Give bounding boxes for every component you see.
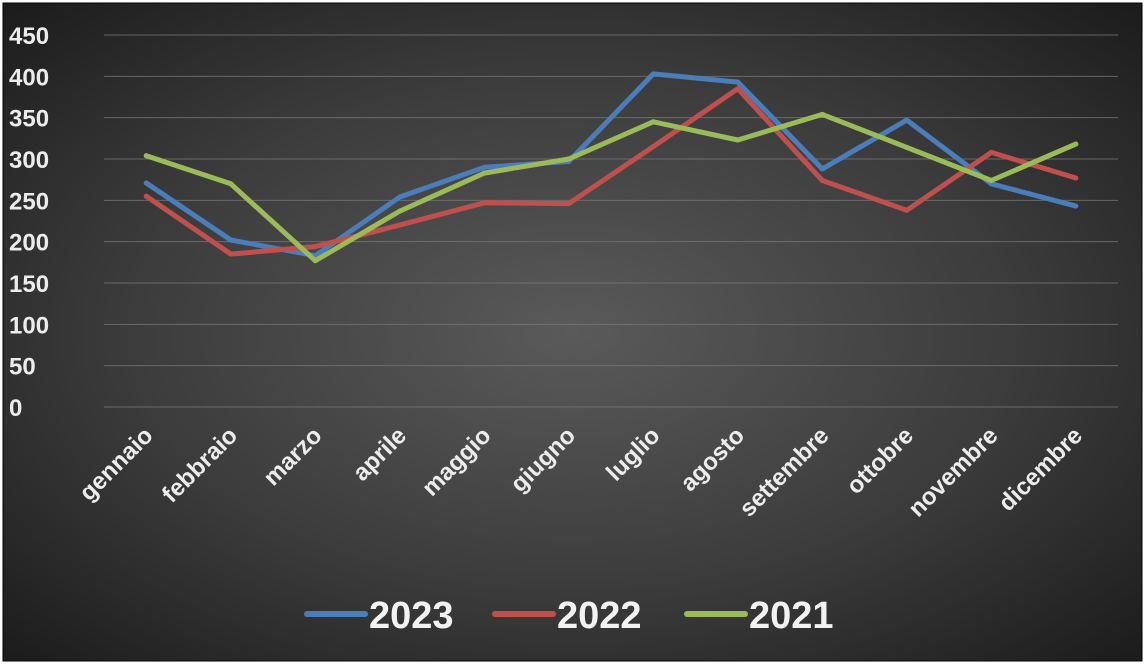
- y-axis-ticks: 0 50 100 150 200 250 300 350 400 450: [9, 23, 49, 422]
- y-tick-label: 400: [9, 64, 49, 91]
- data-point: [904, 207, 910, 213]
- y-tick-label: 300: [9, 147, 49, 174]
- series-line-2023: [143, 71, 1079, 259]
- data-point: [819, 111, 825, 117]
- data-point: [650, 144, 656, 150]
- y-tick-label: 450: [9, 23, 49, 50]
- data-point: [566, 156, 572, 162]
- data-point: [481, 200, 487, 206]
- data-point: [312, 258, 318, 264]
- y-tick-label: 350: [9, 106, 49, 133]
- legend-label: 2022: [557, 595, 642, 637]
- legend-label: 2021: [749, 595, 834, 637]
- data-point: [650, 71, 656, 77]
- data-point: [904, 117, 910, 123]
- y-tick-label: 200: [9, 230, 49, 257]
- data-point: [228, 237, 234, 243]
- data-point: [819, 166, 825, 172]
- data-point: [228, 251, 234, 257]
- gridlines: [104, 34, 1118, 408]
- data-point: [819, 177, 825, 183]
- legend-item-2022: 2022: [492, 595, 642, 637]
- data-point: [397, 194, 403, 200]
- data-point: [228, 181, 234, 187]
- data-point: [312, 244, 318, 250]
- data-point: [481, 164, 487, 170]
- data-point: [481, 170, 487, 176]
- legend-item-2021: 2021: [684, 595, 834, 637]
- series-line-2021: [143, 111, 1079, 264]
- data-point: [904, 144, 910, 150]
- data-point: [735, 137, 741, 143]
- y-tick-label: 50: [9, 354, 36, 381]
- y-tick-label: 150: [9, 271, 49, 298]
- data-point: [397, 208, 403, 214]
- data-point: [1073, 175, 1079, 181]
- legend: 2023 2022 2021: [304, 595, 834, 637]
- data-point: [143, 193, 149, 199]
- data-point: [735, 86, 741, 92]
- data-point: [735, 79, 741, 85]
- data-point: [143, 153, 149, 159]
- data-point: [566, 201, 572, 207]
- data-point: [143, 180, 149, 186]
- data-point: [397, 222, 403, 228]
- data-point: [988, 149, 994, 155]
- data-point: [1073, 203, 1079, 209]
- data-point: [650, 119, 656, 125]
- legend-item-2023: 2023: [304, 595, 454, 637]
- y-tick-label: 250: [9, 188, 49, 215]
- legend-label: 2023: [369, 595, 454, 637]
- data-point: [1073, 141, 1079, 147]
- y-tick-label: 0: [9, 395, 22, 422]
- data-point: [988, 177, 994, 183]
- y-tick-label: 100: [9, 312, 49, 339]
- series-lines: [143, 71, 1079, 264]
